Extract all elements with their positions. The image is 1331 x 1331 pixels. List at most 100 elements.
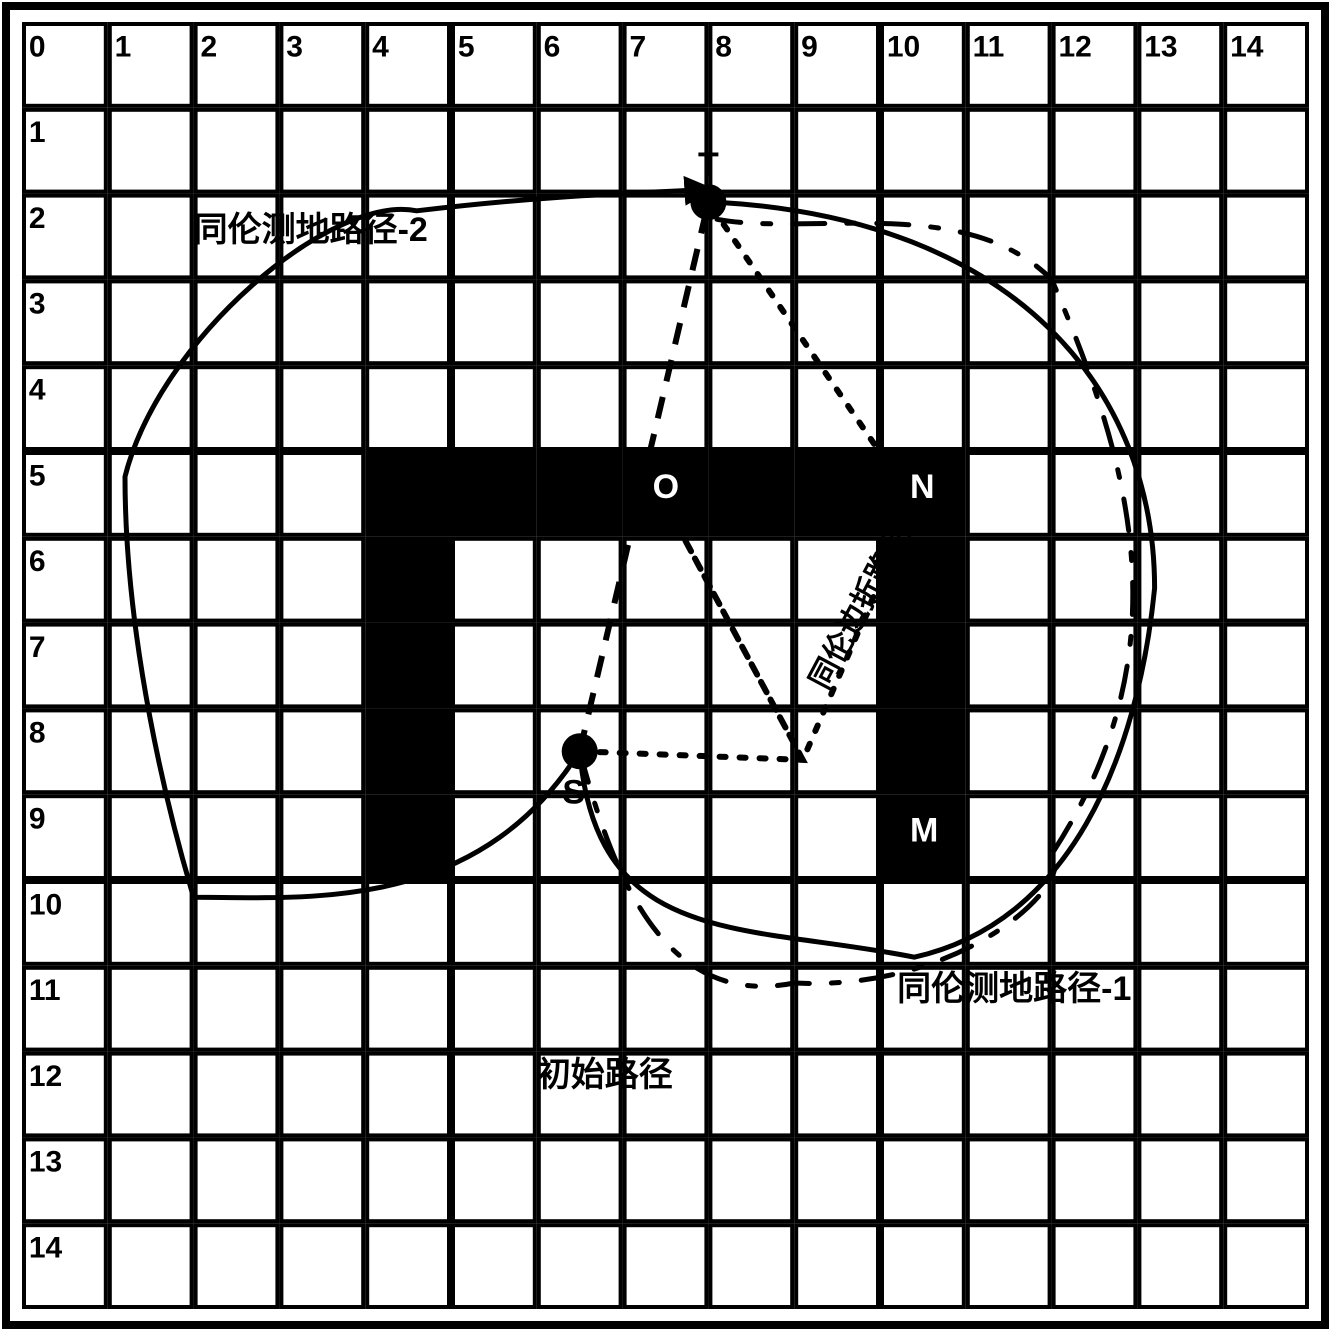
grid-cell	[968, 1054, 1050, 1136]
grid-cell	[882, 1139, 964, 1221]
obstacle-cell	[367, 625, 449, 707]
obstacle-cell	[710, 453, 792, 535]
grid-cell	[625, 1139, 707, 1221]
geo1-label: 同伦测地路径-1	[897, 970, 1131, 1008]
grid-cell	[710, 796, 792, 878]
col-index: 4	[372, 30, 389, 63]
grid-cell	[110, 1054, 192, 1136]
grid-cell	[968, 367, 1050, 449]
grid-cell	[453, 1225, 535, 1307]
grid-cell	[281, 1054, 363, 1136]
grid-cell	[110, 196, 192, 278]
grid-cell	[367, 281, 449, 363]
grid-cell	[625, 281, 707, 363]
grid-cell	[110, 625, 192, 707]
grid-cell	[882, 1225, 964, 1307]
col-index: 1	[115, 30, 132, 63]
grid-cell	[367, 367, 449, 449]
row-index: 5	[29, 459, 46, 492]
grid-cell	[453, 281, 535, 363]
grid-cell	[1139, 882, 1221, 964]
grid-cell	[367, 110, 449, 192]
row-index: 2	[29, 202, 46, 235]
grid-cell	[796, 281, 878, 363]
grid-cell	[196, 968, 278, 1050]
grid-cell	[367, 1054, 449, 1136]
grid-cell	[1225, 882, 1307, 964]
grid-cell	[1225, 367, 1307, 449]
grid-cell	[196, 539, 278, 621]
grid-cell	[539, 968, 621, 1050]
grid-cell	[1139, 968, 1221, 1050]
row-index: 6	[29, 545, 46, 578]
col-index: 6	[544, 30, 561, 63]
grid-cell	[110, 882, 192, 964]
grid-cell	[281, 281, 363, 363]
row-index: 11	[29, 974, 61, 1007]
grid-cell	[968, 539, 1050, 621]
grid-cell	[968, 625, 1050, 707]
grid-cell	[1054, 882, 1136, 964]
grid-cell	[110, 1139, 192, 1221]
grid-cell	[367, 1225, 449, 1307]
grid-cell	[710, 367, 792, 449]
grid-cell	[196, 796, 278, 878]
grid-cell	[710, 1225, 792, 1307]
grid-cell	[625, 968, 707, 1050]
grid-cell	[710, 539, 792, 621]
grid-cell	[1225, 710, 1307, 792]
grid-cell	[110, 281, 192, 363]
grid-cell	[1139, 1225, 1221, 1307]
grid-cell	[196, 1225, 278, 1307]
grid-cell	[1139, 1139, 1221, 1221]
obstacle-cell	[367, 453, 449, 535]
grid-cell	[710, 1139, 792, 1221]
grid-cell	[281, 968, 363, 1050]
grid-cell	[196, 1139, 278, 1221]
grid-cell	[196, 453, 278, 535]
col-index: 14	[1230, 30, 1264, 63]
node-n-label: N	[910, 468, 935, 506]
grid-cell	[1225, 281, 1307, 363]
col-index: 8	[715, 30, 732, 63]
grid-cell	[1139, 196, 1221, 278]
grid-cell	[453, 968, 535, 1050]
grid-cell	[367, 882, 449, 964]
row-index: 13	[29, 1146, 62, 1179]
grid-cell	[1054, 110, 1136, 192]
grid-cell	[281, 1225, 363, 1307]
grid-cell	[453, 367, 535, 449]
obstacle-cell	[453, 453, 535, 535]
row-index: 12	[29, 1060, 62, 1093]
grid-cell	[625, 1225, 707, 1307]
grid-cell	[196, 110, 278, 192]
col-index: 5	[458, 30, 475, 63]
grid-cell	[367, 1139, 449, 1221]
grid-cell	[539, 281, 621, 363]
grid-cell	[710, 281, 792, 363]
grid-cell	[625, 110, 707, 192]
node-s-label: S	[562, 773, 585, 811]
col-index: 10	[887, 30, 920, 63]
grid-cell	[796, 110, 878, 192]
geo2-label: 同伦测地路径-2	[194, 211, 428, 249]
grid-cell	[1139, 110, 1221, 192]
col-index: 7	[629, 30, 646, 63]
grid-cell	[1139, 625, 1221, 707]
grid-cell	[968, 110, 1050, 192]
grid-cell	[1225, 1225, 1307, 1307]
obstacle-cell	[539, 453, 621, 535]
grid-cell	[1139, 281, 1221, 363]
grid-cell	[110, 110, 192, 192]
col-index: 3	[286, 30, 303, 63]
grid-cell	[710, 110, 792, 192]
grid-cell	[1225, 196, 1307, 278]
grid-cell	[196, 1054, 278, 1136]
initial-label: 初始路径	[537, 1056, 673, 1094]
grid-cell	[796, 367, 878, 449]
grid-cell	[968, 453, 1050, 535]
grid-cell	[453, 1054, 535, 1136]
row-index: 9	[29, 803, 46, 836]
grid-cell	[1225, 1054, 1307, 1136]
col-index: 12	[1058, 30, 1091, 63]
